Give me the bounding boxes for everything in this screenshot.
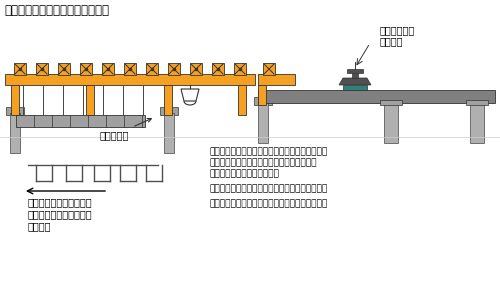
Bar (146, 63, 158, 75)
Text: 橋面運搬: 橋面運搬 (380, 36, 404, 46)
Bar (16, 115, 145, 127)
Bar (58, 63, 70, 75)
Polygon shape (181, 89, 199, 101)
Polygon shape (339, 78, 371, 85)
Bar (234, 63, 246, 75)
Bar (258, 85, 266, 105)
Text: 横移動して４本の主桁を: 横移動して４本の主桁を (28, 209, 92, 219)
Bar (124, 63, 136, 75)
Bar (258, 103, 268, 143)
Bar (80, 63, 92, 75)
Bar (160, 107, 178, 115)
Text: ＳＴＥＰ－１：１スパン分の１主桁セグメントを: ＳＴＥＰ－１：１スパン分の１主桁セグメントを (210, 147, 328, 156)
Bar (102, 63, 114, 75)
Bar (470, 101, 484, 143)
Bar (11, 85, 19, 115)
Text: ＳＴＥＰ－２：調整目地打設、ＰＣケーブル緊張: ＳＴＥＰ－２：調整目地打設、ＰＣケーブル緊張 (210, 184, 328, 193)
Bar (14, 63, 26, 75)
Bar (164, 85, 172, 115)
Bar (343, 85, 367, 90)
Bar (258, 90, 495, 103)
Bar (190, 63, 202, 75)
Bar (384, 101, 398, 143)
Bar (168, 63, 180, 75)
Text: エレクションガーダーを: エレクションガーダーを (28, 197, 92, 207)
Text: セグメントの: セグメントの (380, 25, 415, 35)
Bar (352, 73, 358, 78)
Bar (212, 63, 224, 75)
Bar (254, 97, 272, 105)
Bar (263, 63, 275, 75)
Text: 架設スパン: 架設スパン (100, 119, 152, 140)
Bar (86, 85, 94, 115)
Text: 従来のスパンバイスパン工法の例: 従来のスパンバイスパン工法の例 (4, 4, 109, 17)
Text: 順次架設: 順次架設 (28, 221, 52, 231)
Text: 吊り下げ、接合: 吊り下げ、接合 (210, 169, 280, 178)
Bar (380, 100, 402, 105)
Text: ＳＴＥＰ－３：ガーダー横移動、次の主桁の架設: ＳＴＥＰ－３：ガーダー横移動、次の主桁の架設 (210, 199, 328, 208)
Bar (6, 107, 24, 115)
Bar (164, 113, 174, 153)
Bar (36, 63, 48, 75)
Bar (258, 74, 295, 85)
Bar (238, 85, 246, 115)
Bar (347, 69, 363, 73)
Bar (466, 100, 488, 105)
Text: 全てエレクションガーダーから: 全てエレクションガーダーから (210, 158, 318, 167)
Bar (10, 113, 20, 153)
Bar (5, 74, 255, 85)
